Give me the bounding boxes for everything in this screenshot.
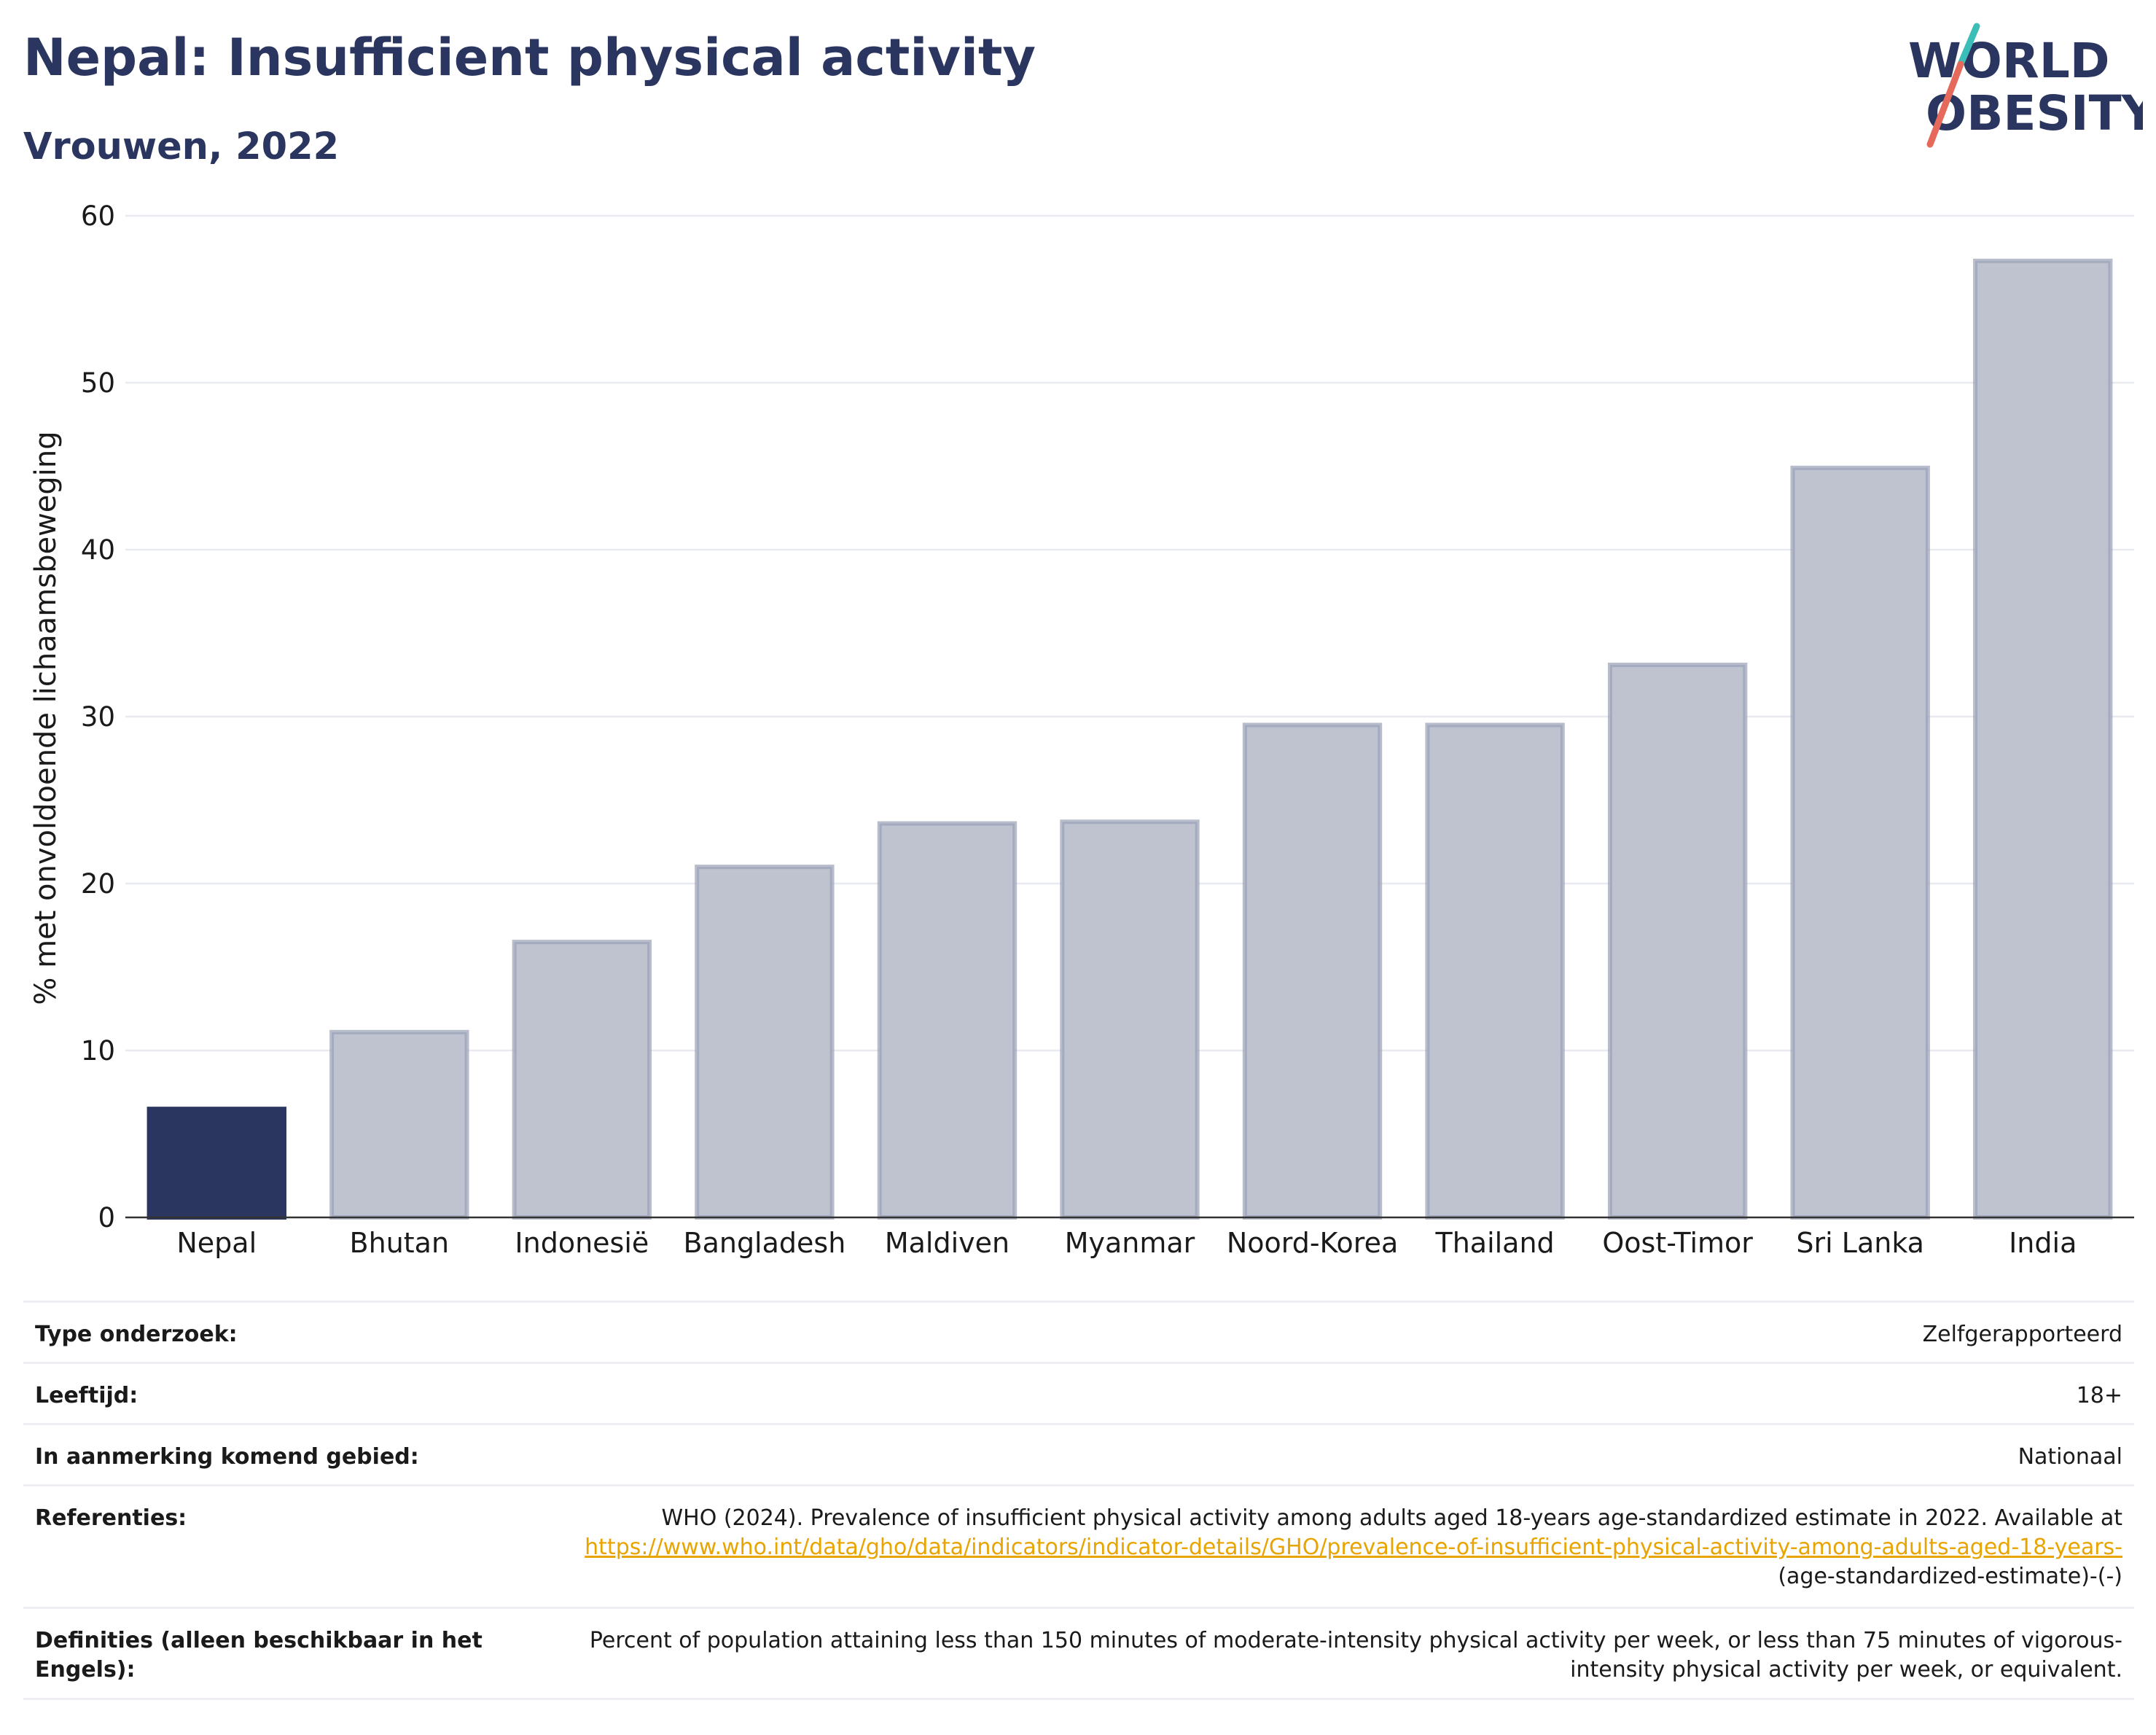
- info-label-references: Referenties:: [35, 1505, 187, 1531]
- y-axis-label: % met onvoldoende lichaamsbeweging: [29, 431, 63, 1005]
- x-tick-label: Bangladesh: [684, 1227, 846, 1259]
- bar-maldiven: [877, 821, 1018, 1220]
- info-label-definitions: Definities (alleen beschikbaar in het En…: [35, 1628, 483, 1683]
- bar-oost-timor: [1607, 663, 1748, 1220]
- bar-indonesi-: [512, 940, 652, 1220]
- x-tick-label: Oost-Timor: [1602, 1227, 1753, 1259]
- bar-noord-korea: [1242, 722, 1383, 1220]
- bar-nepal: [147, 1107, 286, 1220]
- bar-thailand: [1425, 722, 1565, 1220]
- logo-line-1: WORLD: [1908, 33, 2110, 89]
- info-label-area: In aanmerking komend gebied:: [35, 1444, 419, 1470]
- info-row-references: Referenties: WHO (2024). Prevalence of i…: [23, 1484, 2134, 1607]
- bar-india: [1973, 258, 2113, 1220]
- info-label-age: Leeftijd:: [35, 1383, 138, 1408]
- logo-slash-teal: [1957, 23, 1980, 68]
- y-tick-label: 40: [81, 534, 115, 566]
- info-value-type: Zelfgerapporteerd: [1922, 1322, 2122, 1347]
- y-tick-label: 20: [81, 868, 115, 900]
- reference-text: WHO (2024). Prevalence of insufficient p…: [661, 1505, 2122, 1531]
- y-tick-label: 30: [81, 701, 115, 733]
- y-tick-label: 50: [81, 367, 115, 399]
- info-value-age: 18+: [2076, 1383, 2122, 1408]
- x-tick-label: Bhutan: [350, 1227, 450, 1259]
- info-row-age: Leeftijd: 18+: [23, 1362, 2134, 1423]
- bar-myanmar: [1060, 819, 1200, 1220]
- info-value-area: Nationaal: [2018, 1444, 2122, 1470]
- bar-bhutan: [329, 1029, 469, 1220]
- y-tick-label: 0: [98, 1202, 115, 1233]
- x-tick-label: Thailand: [1434, 1227, 1554, 1259]
- info-table: Type onderzoek: Zelfgerapporteerd Leefti…: [23, 1301, 2134, 1700]
- logo-slash-coral: [1926, 61, 1964, 148]
- world-obesity-logo: WORLD OBESITY: [1908, 23, 2143, 148]
- info-value-definitions: Percent of population attaining less tha…: [589, 1628, 2122, 1683]
- x-tick-label: Sri Lanka: [1796, 1227, 1924, 1259]
- reference-link[interactable]: https://www.who.int/data/gho/data/indica…: [585, 1535, 2122, 1560]
- logo-line-2: OBESITY: [1926, 85, 2143, 141]
- x-tick-label: Noord-Korea: [1227, 1227, 1398, 1259]
- y-tick-label: 10: [81, 1035, 115, 1067]
- x-tick-label: Myanmar: [1065, 1227, 1195, 1259]
- info-label-type: Type onderzoek:: [35, 1322, 238, 1347]
- info-row-definitions: Definities (alleen beschikbaar in het En…: [23, 1607, 2134, 1700]
- x-tick-label: India: [2009, 1227, 2077, 1259]
- x-tick-label: Maldiven: [885, 1227, 1009, 1259]
- page-subtitle: Vrouwen, 2022: [23, 125, 340, 168]
- info-row-area: In aanmerking komend gebied: Nationaal: [23, 1423, 2134, 1484]
- x-tick-label: Nepal: [176, 1227, 257, 1259]
- bar-bangladesh: [695, 865, 835, 1220]
- info-value-references: WHO (2024). Prevalence of insufficient p…: [555, 1504, 2122, 1591]
- page-title: Nepal: Insufficient physical activity: [23, 28, 1036, 87]
- info-row-type: Type onderzoek: Zelfgerapporteerd: [23, 1301, 2134, 1362]
- y-tick-label: 60: [81, 200, 115, 232]
- bar-chart: 0 10 20 30 40 50 60 Nepal Bhutan Indonesië Banglad…: [29, 200, 2134, 1259]
- x-tick-label: Indonesië: [515, 1227, 649, 1259]
- reference-link-tail: (age-standardized-estimate)-(-): [1778, 1564, 2122, 1589]
- bar-sri-lanka: [1790, 465, 1930, 1220]
